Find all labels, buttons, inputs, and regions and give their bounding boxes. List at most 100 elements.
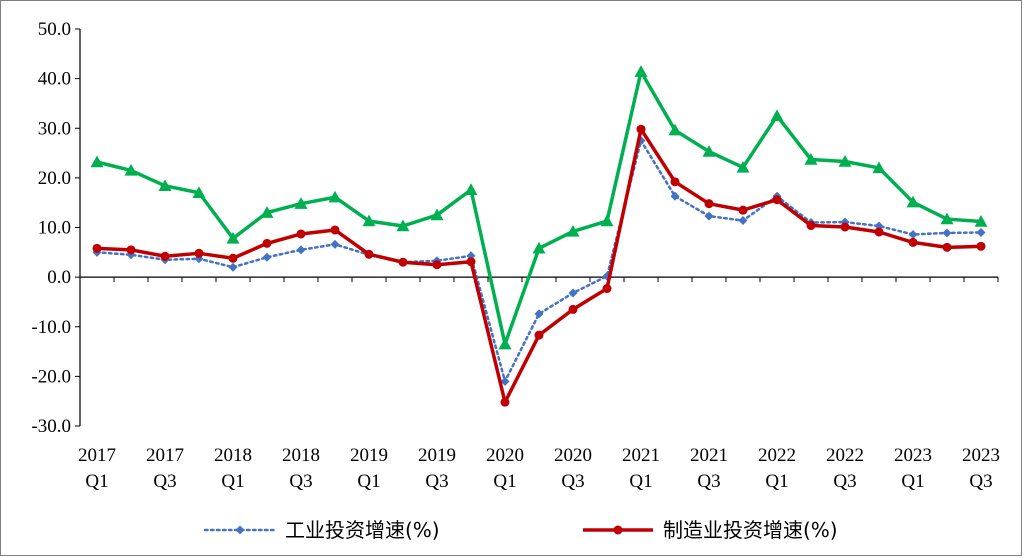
series-1 bbox=[92, 124, 986, 407]
data-point bbox=[636, 124, 646, 134]
series-0 bbox=[92, 136, 986, 386]
data-point bbox=[702, 145, 716, 157]
data-point bbox=[124, 163, 138, 176]
y-tick-label: 20.0 bbox=[38, 168, 71, 189]
data-point bbox=[466, 257, 476, 267]
x-tick-label-year: 2019 bbox=[418, 445, 456, 466]
data-point bbox=[160, 251, 170, 261]
x-tick-label-quarter: Q1 bbox=[221, 471, 244, 492]
data-point bbox=[158, 179, 172, 192]
x-tick-label-quarter: Q1 bbox=[493, 471, 516, 492]
data-point bbox=[328, 190, 342, 203]
data-point bbox=[738, 205, 748, 215]
data-point bbox=[942, 242, 952, 252]
data-point bbox=[330, 225, 340, 235]
x-tick-label-quarter: Q3 bbox=[969, 471, 992, 492]
data-point bbox=[738, 216, 748, 226]
data-point bbox=[430, 208, 444, 221]
x-tick-label-quarter: Q1 bbox=[629, 471, 652, 492]
data-point bbox=[602, 284, 612, 294]
data-point bbox=[908, 229, 918, 239]
x-tick-label-quarter: Q1 bbox=[85, 471, 108, 492]
data-point bbox=[772, 195, 782, 205]
y-tick-label: -20.0 bbox=[31, 366, 71, 387]
x-tick-label-year: 2022 bbox=[826, 445, 864, 466]
data-point bbox=[974, 215, 988, 227]
x-tick-label-quarter: Q3 bbox=[833, 471, 856, 492]
x-tick-label-year: 2018 bbox=[282, 445, 320, 466]
x-tick-label-quarter: Q3 bbox=[697, 471, 720, 492]
data-point bbox=[804, 153, 818, 165]
data-point bbox=[330, 239, 340, 249]
legend-marker bbox=[235, 525, 245, 535]
data-point bbox=[192, 186, 206, 198]
x-tick-label-year: 2021 bbox=[622, 445, 660, 466]
x-axis-tick-labels: 2017 Q1 2017 Q3 2018 Q1 2018 Q3 2019 Q1 2019 Q3 2020… bbox=[78, 445, 1000, 492]
data-point bbox=[364, 249, 374, 259]
data-point bbox=[976, 241, 986, 251]
data-point bbox=[872, 161, 886, 174]
data-point bbox=[92, 243, 102, 253]
legend-label: 工业投资增速(%) bbox=[285, 518, 440, 542]
data-point bbox=[838, 154, 852, 167]
data-point bbox=[806, 221, 816, 231]
data-point bbox=[942, 228, 952, 238]
x-tick-label-year: 2020 bbox=[486, 445, 524, 466]
data-point bbox=[432, 260, 442, 270]
data-point bbox=[668, 123, 682, 136]
data-point bbox=[296, 245, 306, 255]
x-tick-label-quarter: Q3 bbox=[425, 471, 448, 492]
legend-label: 制造业投资增速(%) bbox=[663, 518, 838, 542]
data-point bbox=[770, 109, 784, 122]
data-point bbox=[566, 224, 580, 237]
axes bbox=[75, 28, 999, 427]
data-point bbox=[126, 245, 136, 255]
data-point bbox=[940, 212, 954, 225]
y-axis-tick-labels: 50.0 40.0 30.0 20.0 10.0 0.0 -10.0 -20.0 -30.0 bbox=[31, 19, 71, 437]
data-point bbox=[736, 160, 750, 173]
y-tick-label: 40.0 bbox=[38, 69, 71, 90]
data-point bbox=[568, 288, 578, 298]
y-tick-label: 0.0 bbox=[47, 267, 71, 288]
data-point bbox=[534, 330, 544, 340]
data-point bbox=[908, 237, 918, 247]
x-tick-label-year: 2019 bbox=[350, 445, 388, 466]
x-tick-label-quarter: Q3 bbox=[153, 471, 176, 492]
x-tick-label-year: 2017 bbox=[146, 445, 184, 466]
x-tick-label-year: 2018 bbox=[214, 445, 252, 466]
data-point bbox=[634, 65, 648, 77]
legend-marker bbox=[613, 525, 623, 535]
series-line bbox=[96, 69, 982, 346]
y-tick-label: -30.0 bbox=[31, 416, 71, 437]
x-tick-label-year: 2022 bbox=[758, 445, 796, 466]
data-point bbox=[362, 214, 376, 227]
y-tick-label: -10.0 bbox=[31, 317, 71, 338]
data-point bbox=[704, 199, 714, 209]
data-point bbox=[500, 376, 510, 386]
data-point bbox=[464, 183, 478, 195]
x-tick-label-year: 2023 bbox=[962, 445, 1000, 466]
data-point bbox=[498, 337, 512, 350]
series-line bbox=[95, 139, 983, 383]
x-tick-label-quarter: Q1 bbox=[765, 471, 788, 492]
data-point bbox=[228, 262, 238, 272]
legend-item-1: 制造业投资增速(%) bbox=[583, 518, 838, 542]
x-tick-label-year: 2017 bbox=[78, 445, 116, 466]
data-point bbox=[262, 252, 272, 262]
x-tick-label-quarter: Q3 bbox=[289, 471, 312, 492]
y-tick-label: 30.0 bbox=[38, 118, 71, 139]
y-tick-label: 50.0 bbox=[38, 19, 71, 40]
data-point bbox=[90, 155, 104, 168]
data-point bbox=[296, 229, 306, 239]
data-point bbox=[600, 214, 614, 227]
data-point bbox=[532, 241, 546, 254]
data-point bbox=[670, 191, 680, 201]
x-tick-label-year: 2023 bbox=[894, 445, 932, 466]
data-point bbox=[262, 238, 272, 248]
x-tick-label-quarter: Q1 bbox=[901, 471, 924, 492]
data-point bbox=[228, 253, 238, 263]
data-point bbox=[840, 222, 850, 232]
data-point bbox=[194, 248, 204, 258]
data-point bbox=[396, 219, 410, 232]
